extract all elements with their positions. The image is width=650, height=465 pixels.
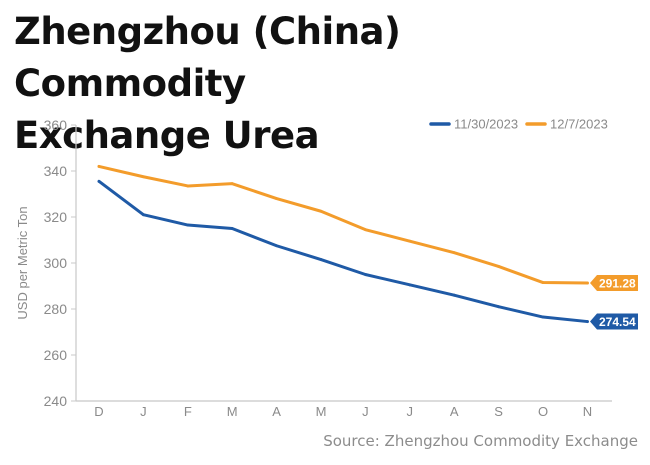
data-point — [275, 197, 278, 201]
y-axis-label: USD per Metric Ton — [15, 206, 30, 319]
x-tick-label: D — [94, 404, 103, 419]
data-point — [97, 179, 101, 183]
x-tick-label: J — [140, 404, 147, 419]
data-point — [586, 320, 589, 323]
y-tick-label: 340 — [44, 163, 68, 179]
y-tick-label: 300 — [44, 255, 68, 271]
data-point — [364, 228, 367, 232]
y-tick-label: 280 — [44, 301, 68, 317]
data-point — [186, 223, 190, 227]
end-value-label: 291.28 — [599, 277, 636, 291]
data-point — [586, 281, 589, 285]
legend-label: 11/30/2023 — [454, 117, 518, 132]
x-tick-label: A — [450, 404, 459, 419]
x-tick-label: M — [227, 404, 238, 419]
x-tick-label: F — [184, 404, 192, 419]
x-tick-label: S — [494, 404, 503, 419]
data-point — [541, 315, 545, 319]
data-point — [452, 251, 456, 255]
data-point — [319, 258, 323, 261]
data-point — [142, 175, 145, 179]
x-tick-label: J — [362, 404, 369, 419]
series-line-1 — [97, 179, 589, 324]
series-line-2 — [97, 164, 589, 285]
x-tick-label: N — [583, 404, 592, 419]
data-point — [97, 165, 101, 168]
data-point — [186, 184, 190, 188]
data-point — [230, 227, 234, 230]
data-point — [230, 182, 234, 186]
x-tick-label: J — [407, 404, 414, 419]
data-point — [541, 281, 545, 284]
data-point — [275, 244, 278, 248]
data-point — [319, 209, 323, 213]
x-tick-label: O — [538, 404, 548, 419]
end-label-tag — [590, 313, 638, 330]
x-tick-label: A — [272, 404, 281, 419]
chart-title-line-1: Zhengzhou (China) Commodity — [14, 10, 401, 105]
y-tick-label: 260 — [44, 347, 68, 363]
data-point — [408, 239, 412, 243]
end-label-tag — [590, 275, 638, 292]
end-value-label: 274.54 — [599, 315, 636, 329]
data-point — [497, 305, 500, 309]
data-point — [408, 283, 412, 287]
data-point — [364, 273, 367, 276]
data-point — [142, 213, 145, 217]
data-point — [497, 265, 500, 268]
data-point — [452, 293, 456, 297]
y-tick-label: 240 — [44, 393, 68, 409]
legend-label: 12/7/2023 — [550, 117, 608, 132]
chart-title: Zhengzhou (China) Commodity Exchange Ure… — [14, 6, 644, 162]
y-tick-label: 320 — [44, 209, 68, 225]
chart-title-line-2: Exchange Urea — [14, 114, 320, 157]
x-tick-label: M — [316, 404, 327, 419]
source-note: Source: Zhengzhou Commodity Exchange — [323, 432, 638, 450]
y-tick-label: 360 — [44, 117, 68, 133]
